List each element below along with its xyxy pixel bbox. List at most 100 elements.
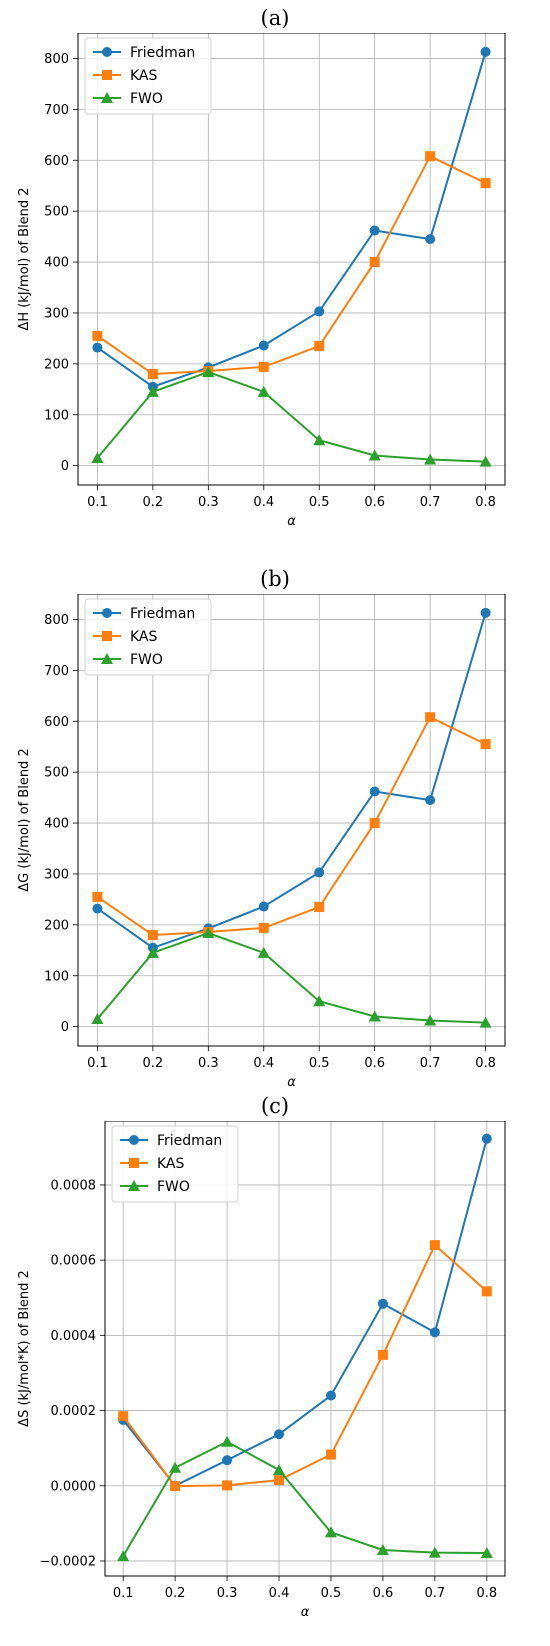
x-tick-label: 0.8 [476,1586,497,1601]
data-point-kas [480,739,491,750]
legend-marker [128,1180,140,1191]
x-axis-label: α [287,514,296,529]
data-point-friedman [92,903,103,914]
data-point-kas [147,930,158,941]
data-point-fwo [146,946,159,958]
data-point-friedman [92,342,103,353]
data-point-friedman [369,225,380,236]
data-point-friedman [425,795,436,806]
data-point-fwo [257,946,270,958]
legend-label: KAS [157,1156,185,1172]
legend-marker [102,47,112,57]
y-tick-label: 0.0008 [51,1178,97,1193]
data-point-kas [147,369,158,380]
data-point-kas [481,1286,492,1297]
data-point-fwo [424,1014,437,1026]
data-point-friedman [369,786,380,797]
ticks: 0.1 0.2 0.3 0.4 0.5 0.6 0.7 0.8 0 100 200 300 400 500… [44,613,496,1071]
legend-marker [102,70,112,80]
x-tick-label: 0.1 [87,1056,108,1071]
series-line-fwo [122,1440,487,1557]
y-tick-label: 0.0006 [51,1254,97,1269]
x-tick-label: 0.4 [253,1056,274,1071]
data-point-fwo [368,1010,381,1022]
y-tick-label: 500 [44,205,69,220]
data-point-fwo [313,434,326,446]
x-tick-label: 0.3 [217,1586,238,1601]
legend-label: Friedman [130,45,195,61]
axes-frame [77,594,506,1047]
legend-box [84,37,212,115]
data-point-friedman [258,901,269,912]
data-point-friedman [480,46,491,57]
y-tick-label: 0.0000 [51,1479,97,1494]
series-line-friedman [122,1138,488,1488]
axes-frame [77,33,506,486]
y-tick-label: 0.0004 [51,1329,97,1344]
panel-label-b: (b) [260,567,290,591]
x-tick-label: 0.2 [143,1056,164,1071]
legend-box [84,598,212,676]
data-point-fwo [91,452,104,464]
y-tick-label: 200 [44,918,69,933]
x-axis-label: α [287,1075,296,1090]
data-point-fwo [368,449,381,461]
data-point-friedman [481,1133,492,1144]
series-line-kas [96,715,487,937]
data-point-friedman [377,1298,388,1309]
x-axis-label: α [301,1605,310,1620]
x-tick-label: 0.6 [364,1056,385,1071]
y-tick-label: 0.0002 [51,1404,97,1419]
data-point-fwo [146,385,159,397]
legend-label: KAS [130,629,158,645]
data-point-kas [325,1449,336,1460]
data-point-kas [222,1480,233,1491]
x-tick-label: 0.5 [321,1586,342,1601]
x-tick-label: 0.2 [165,1586,186,1601]
y-tick-label: 100 [44,969,69,984]
data-point-fwo [479,1016,492,1028]
y-tick-label: 400 [44,256,69,271]
x-tick-label: 0.1 [113,1586,134,1601]
legend-label: Friedman [130,606,195,622]
data-point-kas [258,922,269,933]
data-point-kas [480,178,491,189]
data-point-fwo [479,455,492,467]
y-tick-label: 700 [44,664,69,679]
data-point-kas [92,330,103,341]
x-tick-label: 0.2 [143,495,164,510]
data-point-kas [429,1240,440,1251]
axes-frame [104,1121,506,1577]
legend: Friedman KAS FWO [84,37,212,115]
legend-marker [102,631,112,641]
data-point-kas [425,712,436,723]
legend-box [111,1125,239,1203]
panel-label-a: (a) [260,6,290,30]
y-tick-label: 800 [44,52,69,67]
data-point-friedman [425,234,436,245]
y-tick-label: −0.0002 [40,1554,96,1569]
data-point-kas [274,1475,285,1486]
y-tick-label: 800 [44,613,69,628]
x-tick-label: 0.7 [420,1056,441,1071]
data-point-kas [369,257,380,268]
data-point-fwo [313,995,326,1007]
y-axis-label: ΔG (kJ/mol) of Blend 2 [17,748,32,891]
y-tick-label: 0 [61,1020,69,1035]
data-point-fwo [91,1013,104,1025]
data-point-friedman [274,1429,285,1440]
y-tick-label: 700 [44,103,69,118]
series-fwo [91,366,492,467]
x-tick-label: 0.5 [309,495,330,510]
x-tick-label: 0.4 [253,495,274,510]
legend-marker [129,1135,139,1145]
series-line-fwo [96,370,486,463]
data-point-fwo [257,385,270,397]
data-point-fwo [273,1463,286,1475]
series-kas [92,712,491,941]
series-friedman [92,607,491,953]
x-tick-label: 0.8 [475,495,496,510]
x-tick-label: 0.6 [373,1586,394,1601]
data-point-kas [314,341,325,352]
data-point-fwo [376,1544,389,1556]
